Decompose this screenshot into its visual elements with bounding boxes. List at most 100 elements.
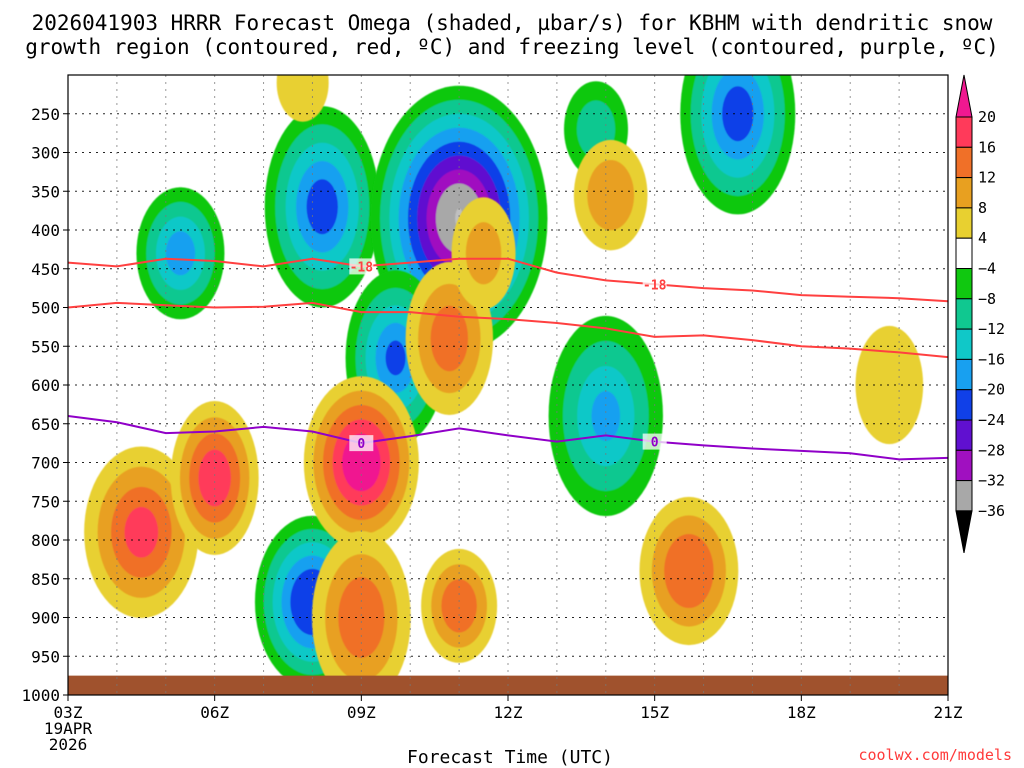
omega-feature — [421, 548, 498, 663]
chart-title-line-1: 2026041903 HRRR Forecast Omega (shaded, … — [32, 11, 993, 35]
contour-label: 0 — [357, 437, 365, 452]
temperature-contours: -18 -18 0 0 — [68, 257, 948, 461]
colorbar-top-arrow — [955, 74, 973, 118]
x-tick-label: 15Z — [640, 703, 669, 722]
omega-feature — [451, 197, 516, 310]
y-tick-label: 300 — [31, 144, 60, 163]
omega-level-shade — [276, 75, 329, 122]
y-tick-label: 850 — [31, 570, 60, 589]
omega-level-shade — [591, 390, 621, 442]
colorbar-label: 8 — [978, 199, 987, 217]
omega-feature — [855, 325, 924, 445]
colorbar-label: −32 — [978, 472, 1005, 490]
contour-label-bg — [349, 435, 374, 452]
contour-label: 0 — [651, 436, 659, 451]
omega-level-shade — [587, 159, 635, 231]
omega-shading — [84, 75, 924, 695]
y-tick-label: 350 — [31, 182, 60, 201]
contour-label: -18 — [643, 278, 667, 293]
colorbar-label: −28 — [978, 441, 1005, 459]
colorbar-label: 20 — [978, 108, 996, 126]
omega-level-shade — [198, 449, 231, 507]
contour-label-bg — [642, 433, 667, 450]
omega-level-shade — [124, 507, 159, 558]
y-tick-label: 750 — [31, 492, 60, 511]
y-tick-label: 950 — [31, 647, 60, 666]
colorbar-swatch — [955, 328, 973, 360]
colorbar-swatch — [955, 358, 973, 391]
x-tick-label: 03Z — [54, 703, 83, 722]
omega-level-shade — [338, 577, 385, 658]
colorbar-label: 4 — [978, 229, 987, 247]
contour-label-bg — [349, 258, 374, 275]
colorbar-swatch — [955, 480, 973, 512]
omega-feature — [303, 376, 419, 549]
omega-feature — [639, 496, 739, 646]
colorbar-swatch — [955, 237, 973, 269]
colorbar-swatch — [955, 207, 973, 239]
x-tick-label: 06Z — [200, 703, 229, 722]
colorbar-swatch — [955, 268, 973, 300]
x-tick-label: 12Z — [494, 703, 523, 722]
omega-level-shade — [306, 179, 338, 235]
y-tick-label: 650 — [31, 415, 60, 434]
x-tick-label: 21Z — [934, 703, 963, 722]
omega-level-shade — [165, 231, 196, 276]
x-tick-label: 19APR — [44, 719, 93, 738]
colorbar-label: −8 — [978, 290, 996, 308]
credit-text: coolwx.com/models — [858, 746, 1012, 764]
omega-feature — [276, 75, 329, 122]
y-tick-label: 600 — [31, 376, 60, 395]
colorbar-label: −12 — [978, 320, 1005, 338]
omega-feature — [170, 401, 259, 555]
colorbar-bottom-arrow — [955, 510, 973, 553]
contour-line — [68, 257, 948, 303]
colorbar-swatch — [955, 449, 973, 482]
plot-area: -18 -18 0 0 — [68, 75, 948, 695]
y-tick-label: 900 — [31, 609, 60, 628]
y-axis: 250 300 350 400 450 500 550 600 650 700 750 800 850 9… — [21, 105, 68, 705]
y-tick-label: 1000 — [21, 686, 60, 705]
omega-core — [351, 448, 372, 477]
omega-level-shade — [385, 340, 406, 376]
omega-level-shade — [430, 305, 469, 372]
colorbar-label: −20 — [978, 381, 1005, 399]
omega-feature — [548, 315, 663, 517]
omega-feature — [264, 106, 380, 308]
colorbar-label: −24 — [978, 411, 1005, 429]
y-tick-label: 250 — [31, 105, 60, 124]
colorbar-swatch — [955, 419, 973, 451]
colorbar-swatch — [955, 116, 973, 148]
contour-line — [68, 301, 948, 359]
colorbar-label: −16 — [978, 350, 1005, 368]
colorbar-label: 12 — [978, 169, 996, 187]
colorbar-swatch — [955, 298, 973, 330]
y-tick-label: 800 — [31, 531, 60, 550]
chart-title-line-2: growth region (contoured, red, ºC) and f… — [25, 35, 999, 59]
omega-feature — [84, 446, 199, 619]
colorbar-label: 16 — [978, 138, 996, 156]
y-tick-label: 450 — [31, 260, 60, 279]
omega-level-shade — [664, 533, 714, 609]
omega-level-shade — [722, 86, 754, 142]
y-tick-label: 400 — [31, 221, 60, 240]
omega-feature — [311, 531, 411, 695]
x-axis-label: Forecast Time (UTC) — [407, 747, 613, 768]
y-tick-label: 700 — [31, 454, 60, 473]
contour-label-bg — [642, 276, 667, 293]
colorbar: 20 16 12 8 4 −4 −8 −12 −16 −20 −24 −28 −32 −36 — [955, 74, 1005, 553]
omega-level-shade — [465, 222, 502, 285]
colorbar-label: −4 — [978, 260, 996, 278]
omega-feature — [136, 187, 225, 320]
omega-level-shade — [441, 579, 477, 633]
contour-line — [68, 415, 948, 461]
grid — [68, 75, 948, 695]
y-tick-label: 550 — [31, 337, 60, 356]
colorbar-swatch — [955, 389, 973, 421]
colorbar-swatch — [955, 146, 973, 179]
x-tick-label: 09Z — [347, 703, 376, 722]
omega-level-shade — [855, 325, 924, 445]
x-tick-label: 2026 — [49, 735, 88, 754]
